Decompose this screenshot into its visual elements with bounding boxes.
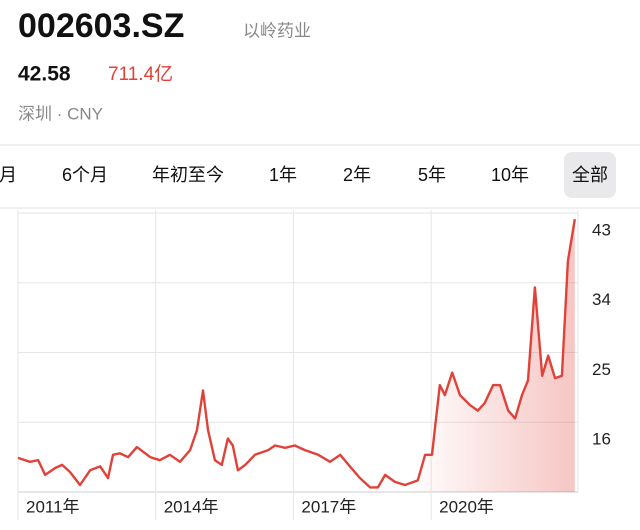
tab[interactable]: 1年: [269, 165, 297, 185]
x-tick-label: 2017年: [301, 497, 356, 516]
symbol: 002603.SZ: [18, 7, 184, 45]
y-tick-label: 43: [592, 220, 611, 239]
price-line: [17, 219, 576, 489]
exchange: 深圳 · CNY: [18, 104, 103, 123]
area: [18, 219, 575, 492]
tab[interactable]: 10年: [491, 165, 529, 185]
x-tick-label: 2014年: [164, 497, 219, 516]
x-tick-label: 2020年: [439, 497, 494, 516]
tab-highlight: [564, 152, 616, 198]
price: 42.58: [18, 63, 71, 86]
company-name: 以岭药业: [243, 21, 311, 40]
tab[interactable]: 6个月: [62, 165, 108, 185]
y-tick-label: 16: [592, 430, 611, 449]
tab[interactable]: 全部: [572, 165, 608, 185]
tabs: 月 6个月 年初至今 1年 2年 5年 10年 全部: [0, 152, 616, 198]
chart: 43 34 25 16 2011年 2014年 2017年 2020年: [17, 210, 611, 520]
tab[interactable]: 年初至今: [152, 165, 224, 185]
tab[interactable]: 月: [0, 165, 17, 185]
market-cap: 711.4亿: [108, 63, 173, 85]
tab[interactable]: 5年: [418, 165, 446, 185]
y-tick-label: 25: [592, 360, 611, 379]
x-tick-label: 2011年: [26, 497, 80, 516]
y-tick-label: 34: [592, 290, 611, 309]
tab[interactable]: 2年: [343, 165, 371, 185]
